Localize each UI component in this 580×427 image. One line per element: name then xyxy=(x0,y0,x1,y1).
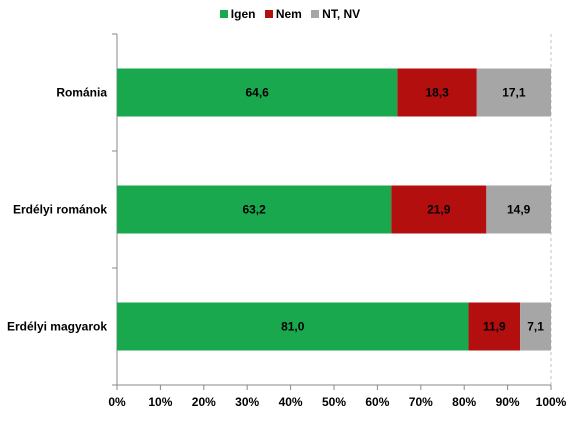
legend-item-nt-nv: NT, NV xyxy=(311,7,360,21)
data-label: 7,1 xyxy=(527,320,544,334)
data-label: 64,6 xyxy=(246,86,270,100)
legend-label-igen: Igen xyxy=(230,7,256,21)
bar-segment-nem xyxy=(397,68,477,117)
data-label: 11,9 xyxy=(483,320,506,334)
data-label: 81,0 xyxy=(281,320,305,334)
x-tick-label: 0% xyxy=(108,395,126,409)
legend-label-nem: Nem xyxy=(275,7,302,21)
x-tick-label: 40% xyxy=(279,395,303,409)
bar-segment-nem xyxy=(468,302,521,351)
legend-label-nt-nv: NT, NV xyxy=(322,7,361,21)
x-tick-label: 20% xyxy=(192,395,216,409)
legend-swatch-nem xyxy=(264,10,273,18)
data-label: 18,3 xyxy=(425,86,449,100)
category-label: Románia xyxy=(56,86,107,100)
legend-swatch-igen xyxy=(219,10,228,18)
x-tick-label: 10% xyxy=(148,395,172,409)
legend-item-igen: Igen xyxy=(219,7,256,21)
legend-swatch-nt-nv xyxy=(311,10,320,18)
x-tick-label: 80% xyxy=(452,395,476,409)
bar-segment-nt-nv xyxy=(520,302,551,351)
bar-segment-nt-nv xyxy=(486,185,551,234)
data-label: 14,9 xyxy=(507,203,531,217)
x-tick-label: 70% xyxy=(409,395,433,409)
data-label: 17,1 xyxy=(502,86,526,100)
data-label: 63,2 xyxy=(242,203,266,217)
legend-item-nem: Nem xyxy=(264,7,302,21)
category-label: Erdélyi magyarok xyxy=(7,320,107,334)
bar-segment-igen xyxy=(117,68,398,117)
x-tick-label: 100% xyxy=(536,395,567,409)
x-tick-label: 30% xyxy=(235,395,259,409)
bar-segment-igen xyxy=(117,302,469,351)
x-tick-label: 60% xyxy=(365,395,389,409)
data-label: 21,9 xyxy=(427,203,451,217)
bar-segment-igen xyxy=(117,185,392,234)
bar-segment-nem xyxy=(391,185,487,234)
legend: Igen Nem NT, NV xyxy=(0,7,580,21)
x-tick-label: 50% xyxy=(322,395,346,409)
x-tick-label: 90% xyxy=(496,395,520,409)
bar-segment-nt-nv xyxy=(476,68,551,117)
category-label: Erdélyi románok xyxy=(13,203,107,217)
